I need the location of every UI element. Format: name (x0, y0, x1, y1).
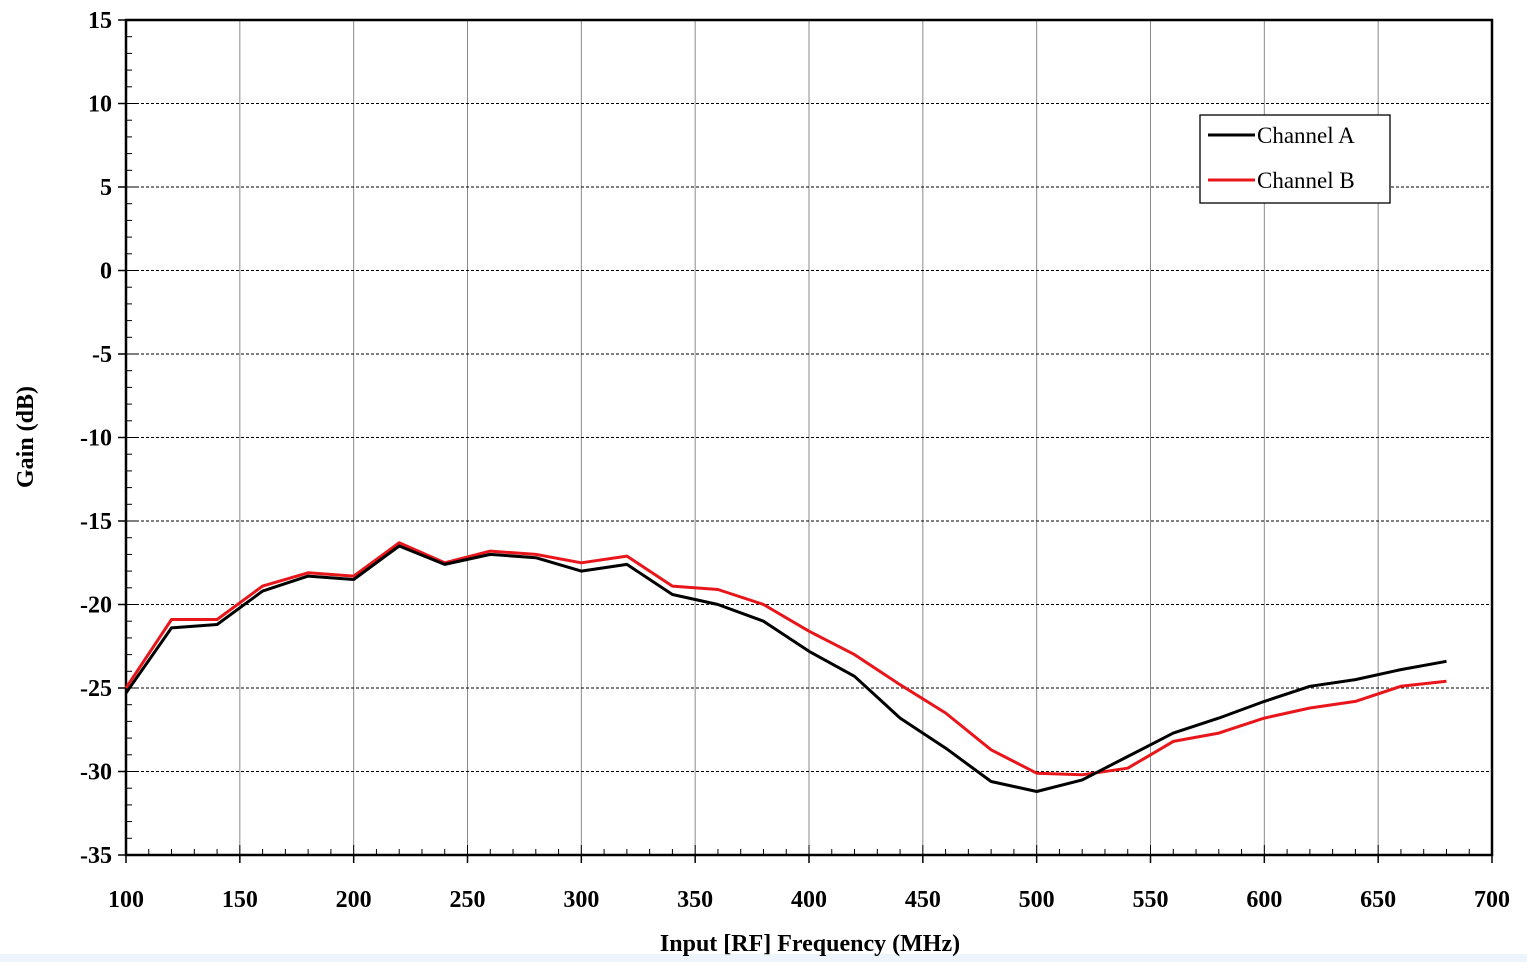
x-tick-label: 500 (1019, 887, 1055, 913)
x-axis-title: Input [RF] Frequency (MHz) (660, 931, 960, 957)
y-tick-label: 15 (88, 8, 112, 34)
x-tick-label: 400 (791, 887, 827, 913)
y-tick-label: -10 (80, 426, 112, 452)
x-tick-label: 450 (905, 887, 941, 913)
legend-label-channel-b: Channel B (1257, 168, 1355, 193)
plot-area-frame (124, 18, 1494, 857)
x-tick-label: 600 (1246, 887, 1282, 913)
grid (126, 20, 1492, 855)
y-tick-label: -25 (80, 676, 112, 702)
bottom-strip (0, 954, 1527, 962)
legend-label-channel-a: Channel A (1257, 123, 1355, 148)
y-tick-label: -5 (92, 342, 112, 368)
x-tick-label: 300 (563, 887, 599, 913)
y-tick-label: -15 (80, 509, 112, 535)
x-tick-label: 550 (1133, 887, 1169, 913)
y-tick-label: -35 (80, 843, 112, 869)
x-tick-label: 700 (1474, 887, 1510, 913)
y-tick-label: -30 (80, 760, 112, 786)
legend-box (1199, 114, 1391, 204)
x-tick-label: 350 (677, 887, 713, 913)
x-tick-label: 100 (108, 887, 144, 913)
x-tick-label: 150 (222, 887, 258, 913)
legend: Channel A Channel B (1199, 114, 1391, 204)
y-axis-title: Gain (dB) (13, 386, 39, 488)
y-tick-labels: 15 10 5 0 -5 -10 -15 -20 -25 -30 -35 (80, 8, 112, 869)
x-tick-label: 200 (336, 887, 372, 913)
x-tick-label: 250 (450, 887, 486, 913)
y-tick-label: 0 (100, 259, 112, 285)
series (124, 541, 1447, 793)
y-tick-label: -20 (80, 593, 112, 619)
series-line-channel-a (124, 544, 1447, 793)
y-tick-label: 10 (88, 92, 112, 118)
series-line-channel-b (124, 541, 1447, 777)
x-tick-labels: 100 150 200 250 300 350 400 450 500 550 600 650 700 (108, 887, 1510, 913)
x-tick-label: 650 (1360, 887, 1396, 913)
y-tick-label: 5 (100, 175, 112, 201)
